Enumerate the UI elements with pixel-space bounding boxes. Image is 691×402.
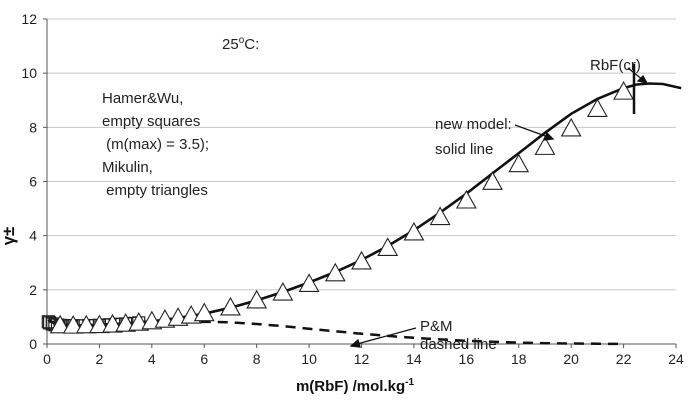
- pm-label: P&M dashed line: [420, 318, 497, 353]
- temperature-label: 25oC:: [222, 35, 259, 53]
- legend-line: empty squares: [102, 113, 200, 130]
- x-tick-label: 18: [511, 351, 527, 367]
- y-tick-label: 0: [29, 336, 37, 352]
- triangle-point: [613, 80, 635, 100]
- x-tick-label: 24: [668, 351, 684, 367]
- x-tick-label: 14: [406, 351, 422, 367]
- y-tick-label: 4: [29, 228, 37, 244]
- x-tick-label: 20: [563, 351, 579, 367]
- triangle-point: [586, 98, 608, 118]
- x-tick-label: 4: [148, 351, 156, 367]
- triangle-point: [88, 314, 110, 334]
- rbf-arrowhead: [636, 74, 649, 84]
- grid: [47, 18, 676, 291]
- triangle-point: [403, 221, 425, 241]
- x-tick-label: 12: [354, 351, 370, 367]
- annotations: 25oC: Hamer&Wu, empty squares (m(max) = …: [102, 35, 649, 353]
- arrows: [349, 67, 649, 348]
- y-tick-label: 2: [29, 282, 37, 298]
- triangle-point: [75, 314, 97, 334]
- rbf-cr-label: RbF(cr): [590, 57, 641, 74]
- triangle-point: [324, 262, 346, 282]
- triangle-point: [102, 313, 123, 333]
- new-model-label: new model: solid line: [435, 116, 516, 158]
- pm-arrow: [356, 327, 417, 345]
- triangle-point: [298, 273, 320, 292]
- triangle-point: [534, 136, 556, 155]
- triangle-point: [429, 206, 451, 226]
- legend-line: Hamer&Wu,: [102, 90, 183, 107]
- triangle-point: [193, 302, 215, 322]
- legend-line: empty triangles: [102, 182, 208, 199]
- triangle-point: [246, 289, 268, 309]
- triangle-point: [508, 153, 530, 173]
- x-tick-label: 22: [616, 351, 632, 367]
- x-tick-label: 6: [200, 351, 208, 367]
- triangle-point: [49, 314, 71, 334]
- x-tick-label: 8: [253, 351, 261, 367]
- triangle-point: [455, 189, 477, 209]
- axes: [43, 18, 677, 348]
- x-tick-label: 2: [96, 351, 104, 367]
- markers: [41, 80, 635, 334]
- legend-line: (m(max) = 3.5);: [102, 136, 209, 153]
- y-tick-label: 10: [21, 65, 37, 81]
- new-model-arrowhead: [542, 131, 555, 141]
- triangle-point: [272, 281, 294, 301]
- legend-line: Mikulin,: [102, 159, 153, 176]
- x-tick-label: 16: [459, 351, 475, 367]
- y-tick-label: 6: [29, 174, 37, 190]
- x-tick-label: 0: [43, 351, 51, 367]
- triangle-point: [560, 117, 582, 137]
- legend-note: Hamer&Wu, empty squares (m(max) = 3.5); …: [102, 90, 213, 199]
- y-tick-label: 8: [29, 119, 37, 135]
- triangle-point: [62, 314, 84, 334]
- triangle-point: [482, 171, 503, 190]
- triangle-point: [377, 237, 399, 256]
- pm-arrowhead: [349, 338, 361, 348]
- triangle-point: [220, 296, 241, 316]
- triangle-point: [351, 250, 372, 270]
- new-model-arrow: [514, 124, 549, 138]
- x-axis-title: m(RbF) /mol.kg-1: [296, 377, 415, 395]
- x-tick-label: 10: [301, 351, 317, 367]
- y-tick-label: 12: [21, 11, 37, 27]
- y-axis-title: γ±: [0, 227, 18, 246]
